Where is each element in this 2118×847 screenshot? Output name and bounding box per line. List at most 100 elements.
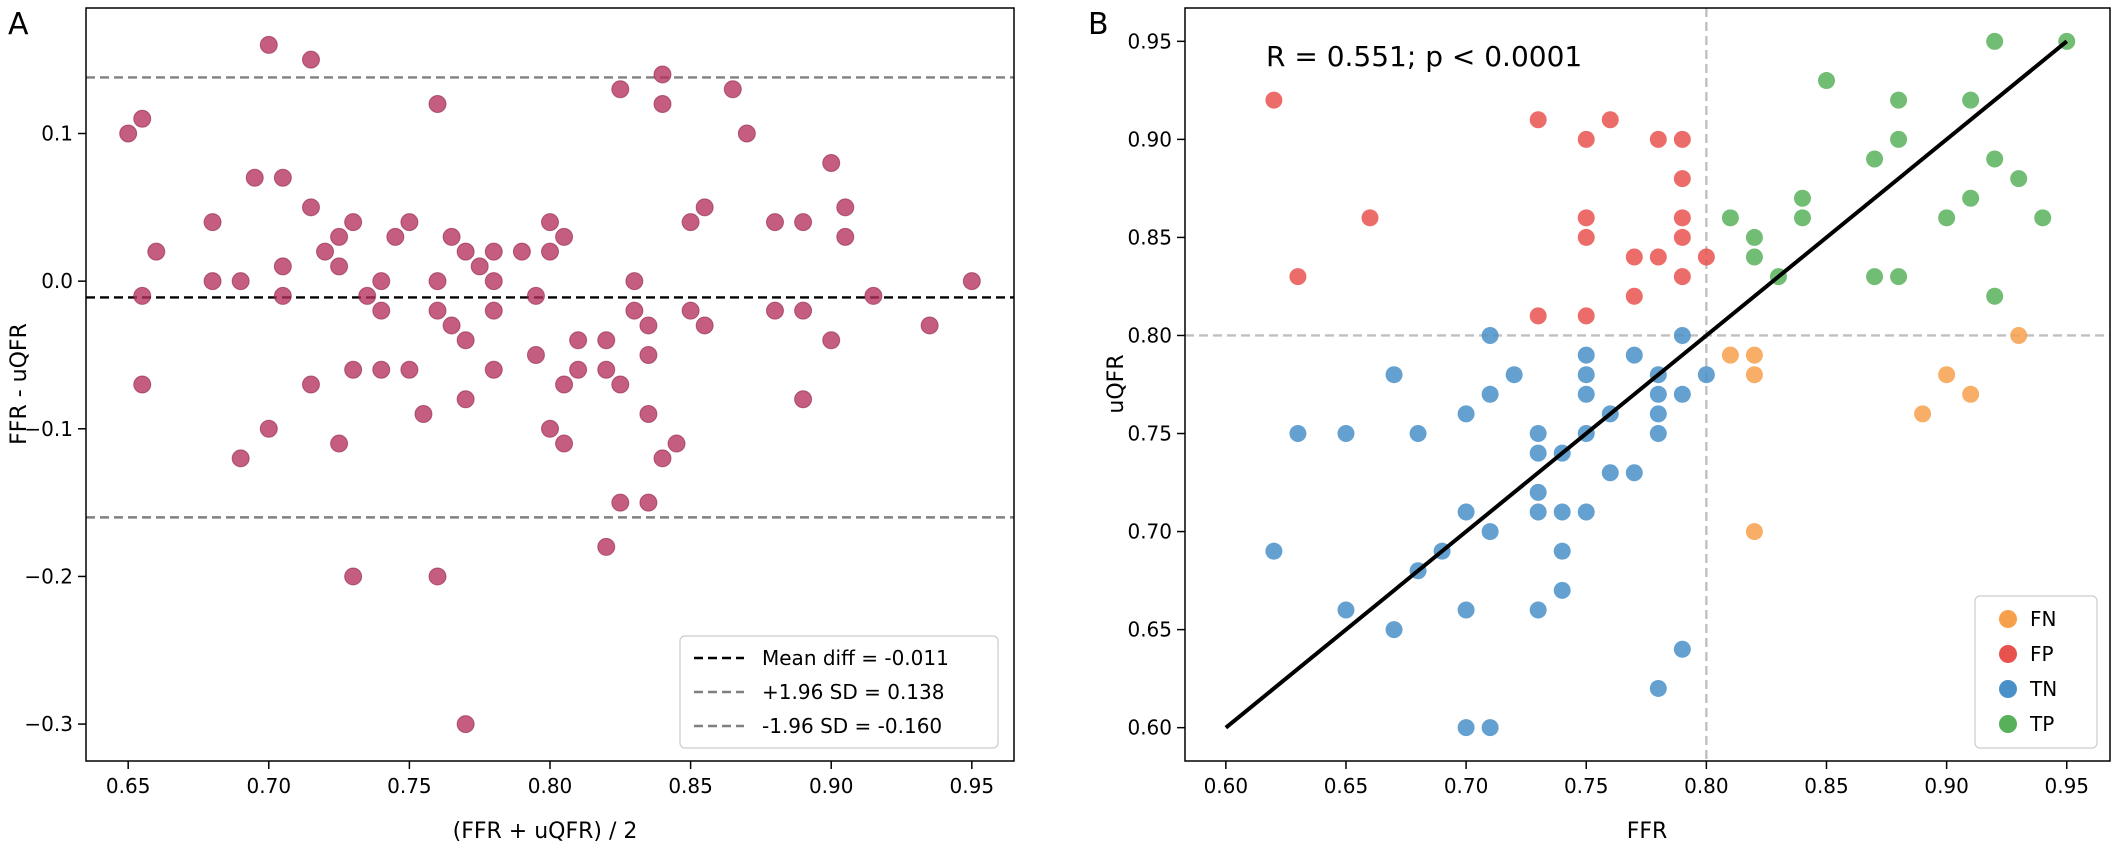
point-tp bbox=[1890, 268, 1908, 286]
point-tn bbox=[1385, 366, 1403, 384]
point-tn bbox=[1529, 444, 1547, 462]
difference-point bbox=[330, 227, 349, 246]
difference-point bbox=[667, 434, 686, 453]
point-fp bbox=[1673, 268, 1691, 286]
panel-a-y-tick-label: −0.3 bbox=[24, 712, 73, 736]
point-tn bbox=[1697, 366, 1715, 384]
legend-label-tn: TN bbox=[2029, 677, 2057, 701]
point-tn bbox=[1457, 503, 1475, 521]
difference-point bbox=[330, 257, 349, 276]
point-fp bbox=[1289, 268, 1307, 286]
difference-point bbox=[400, 360, 419, 379]
difference-point bbox=[681, 301, 700, 320]
difference-point bbox=[695, 198, 714, 217]
point-tp bbox=[1962, 91, 1980, 109]
legend-marker-fp bbox=[1999, 645, 2017, 663]
difference-point bbox=[259, 35, 278, 54]
point-tn bbox=[1481, 385, 1499, 403]
point-fp bbox=[1625, 248, 1643, 266]
point-fn bbox=[1745, 366, 1763, 384]
point-tp bbox=[1817, 72, 1835, 90]
legend-marker-tp bbox=[1999, 715, 2017, 733]
point-tn bbox=[1673, 326, 1691, 344]
point-tn bbox=[1505, 366, 1523, 384]
difference-point bbox=[836, 198, 855, 217]
point-fp bbox=[1577, 228, 1595, 246]
point-tn bbox=[1457, 405, 1475, 423]
point-tn bbox=[1673, 640, 1691, 658]
difference-point bbox=[372, 360, 391, 379]
panel-a-x-tick-label: 0.75 bbox=[387, 774, 432, 798]
panel-b-correlation: B 0.60 0.65 0.70 0.75 0.80 0.85 0.90 0.950.600.… bbox=[1088, 7, 2111, 844]
panel-b-y-tick-label: 0.85 bbox=[1127, 225, 1172, 249]
difference-point bbox=[597, 537, 616, 556]
point-tn bbox=[1577, 366, 1595, 384]
panel-a-legend: Mean diff = -0.011 +1.96 SD = 0.138 -1.9… bbox=[679, 635, 999, 749]
legend-marker-fn bbox=[1999, 610, 2017, 628]
legend-label-fn: FN bbox=[2030, 607, 2056, 631]
panel-b-y-tick-label: 0.95 bbox=[1127, 29, 1172, 53]
point-fp bbox=[1577, 130, 1595, 148]
difference-point bbox=[625, 272, 644, 291]
point-tp bbox=[1866, 150, 1884, 168]
difference-point bbox=[456, 715, 475, 734]
difference-point bbox=[119, 124, 138, 143]
difference-point bbox=[484, 272, 503, 291]
point-fp bbox=[1673, 209, 1691, 227]
panel-b-x-tick-label: 0.70 bbox=[1444, 774, 1489, 798]
point-tn bbox=[1673, 385, 1691, 403]
panel-a-y-tick-label: −0.1 bbox=[24, 417, 73, 441]
panel-b-label: B bbox=[1088, 7, 1109, 42]
point-tn bbox=[1289, 425, 1307, 443]
difference-point bbox=[611, 493, 630, 512]
difference-point bbox=[681, 213, 700, 232]
difference-point bbox=[203, 272, 222, 291]
difference-point bbox=[526, 286, 545, 305]
point-tn bbox=[1481, 719, 1499, 737]
difference-point bbox=[231, 449, 250, 468]
difference-point bbox=[133, 109, 152, 128]
difference-point bbox=[822, 154, 841, 173]
point-fp bbox=[1601, 111, 1619, 129]
difference-point bbox=[428, 567, 447, 586]
difference-point bbox=[695, 316, 714, 335]
point-tn bbox=[1457, 719, 1475, 737]
point-tn bbox=[1553, 581, 1571, 599]
difference-point bbox=[639, 405, 658, 424]
difference-point bbox=[639, 493, 658, 512]
point-fp bbox=[1673, 228, 1691, 246]
panel-b-y-axis-label: uQFR bbox=[1104, 354, 1129, 413]
point-fp bbox=[1625, 287, 1643, 305]
difference-point bbox=[316, 242, 335, 261]
difference-point bbox=[133, 375, 152, 394]
point-fp bbox=[1649, 248, 1667, 266]
panel-a-y-tick-label: −0.2 bbox=[24, 564, 73, 588]
panel-b-y-tick-label: 0.65 bbox=[1127, 618, 1172, 642]
point-tp bbox=[1721, 209, 1739, 227]
point-tn bbox=[1601, 464, 1619, 482]
difference-point bbox=[484, 242, 503, 261]
difference-point bbox=[526, 345, 545, 364]
difference-point bbox=[765, 301, 784, 320]
difference-point bbox=[569, 331, 588, 350]
difference-point bbox=[653, 65, 672, 84]
legend-label-tp: TP bbox=[2029, 712, 2054, 736]
difference-point bbox=[372, 272, 391, 291]
point-tn bbox=[1553, 503, 1571, 521]
point-tp bbox=[2034, 209, 2052, 227]
point-tn bbox=[1625, 346, 1643, 364]
difference-point bbox=[920, 316, 939, 335]
difference-point bbox=[611, 80, 630, 99]
panel-a-y-tick-label: 0.0 bbox=[41, 269, 73, 293]
point-fp bbox=[1673, 170, 1691, 188]
point-tn bbox=[1577, 346, 1595, 364]
difference-point bbox=[344, 360, 363, 379]
point-fn bbox=[1938, 366, 1956, 384]
difference-point bbox=[723, 80, 742, 99]
difference-point bbox=[639, 345, 658, 364]
difference-point bbox=[864, 286, 883, 305]
point-tn bbox=[1529, 483, 1547, 501]
panel-b-frame bbox=[1184, 7, 2111, 762]
point-tp bbox=[2010, 170, 2028, 188]
